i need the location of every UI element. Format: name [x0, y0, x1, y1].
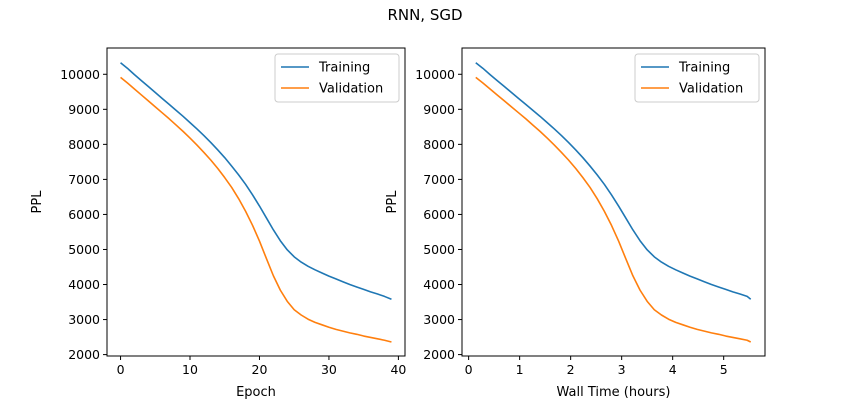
y-tick-label: 7000	[423, 172, 455, 187]
plot-frame	[461, 47, 766, 357]
x-tick-label: 0	[117, 362, 125, 377]
y-tick-label: 5000	[68, 242, 100, 257]
x-tick-label: 5	[720, 362, 728, 377]
y-tick-label: 6000	[423, 207, 455, 222]
y-tick-label: 3000	[423, 312, 455, 327]
legend: Training Validation	[634, 53, 760, 103]
legend-box	[274, 53, 400, 103]
y-tick-label: 10000	[415, 67, 455, 82]
y-tick-label: 3000	[68, 312, 100, 327]
y-axis-label: PPL	[30, 190, 45, 214]
legend-label-training: Training	[318, 61, 370, 76]
x-tick-label: 40	[390, 362, 406, 377]
legend: Training Validation	[274, 53, 400, 103]
y-tick-label: 9000	[423, 102, 455, 117]
y-tick-label: 4000	[423, 277, 455, 292]
series-line-training	[475, 62, 752, 300]
legend-label-validation: Validation	[679, 82, 743, 97]
figure-title: RNN, SGD	[387, 6, 462, 24]
x-tick-label: 3	[618, 362, 626, 377]
x-tick-label: 30	[321, 362, 337, 377]
plot-frame	[106, 47, 406, 357]
x-tick-label: 0	[465, 362, 473, 377]
x-axis-label: Epoch	[236, 385, 276, 400]
y-tick-label: 6000	[68, 207, 100, 222]
series-line-validation	[120, 76, 392, 343]
y-axis-label: PPL	[385, 190, 400, 214]
legend-label-validation: Validation	[319, 82, 383, 97]
legend-label-training: Training	[678, 61, 730, 76]
y-tick-label: 8000	[423, 137, 455, 152]
y-tick-label: 9000	[68, 102, 100, 117]
y-tick-label: 2000	[68, 347, 100, 362]
x-tick-label: 1	[516, 362, 524, 377]
y-tick-label: 4000	[68, 277, 100, 292]
chart-panel-1: 0 10 20 30 40 2000 3000 4000 5000 6000 7000 8000 900…	[30, 47, 406, 400]
legend-box	[634, 53, 760, 103]
y-tick-label: 2000	[423, 347, 455, 362]
y-tick-label: 7000	[68, 172, 100, 187]
series-line-validation	[475, 76, 752, 343]
y-tick-label: 8000	[68, 137, 100, 152]
y-tick-label: 10000	[60, 67, 100, 82]
x-tick-label: 4	[669, 362, 677, 377]
x-tick-label: 20	[252, 362, 268, 377]
x-tick-label: 10	[182, 362, 198, 377]
x-tick-label: 2	[567, 362, 575, 377]
x-axis-label: Wall Time (hours)	[557, 385, 671, 400]
chart-panel-2: 0 1 2 3 4 5 2000 3000 4000 5000 6000 7000 8000 9000 10…	[385, 47, 766, 400]
y-tick-label: 5000	[423, 242, 455, 257]
series-line-training	[120, 62, 392, 300]
